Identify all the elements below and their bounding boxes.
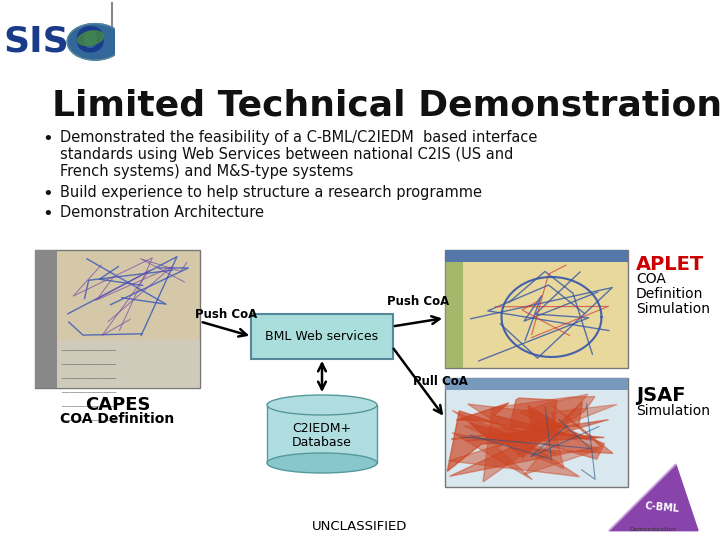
Ellipse shape	[78, 31, 104, 45]
Text: ─────────────: ─────────────	[61, 390, 116, 396]
Text: C-BML: C-BML	[644, 501, 680, 514]
Polygon shape	[451, 402, 582, 458]
Polygon shape	[469, 419, 605, 459]
Text: ─────────────: ─────────────	[61, 376, 116, 382]
Circle shape	[67, 24, 123, 60]
Text: •: •	[42, 185, 53, 203]
Text: APLET: APLET	[636, 255, 704, 274]
Text: C2IEDM+: C2IEDM+	[292, 422, 351, 435]
Text: •: •	[42, 130, 53, 148]
Polygon shape	[464, 404, 617, 469]
Text: COA Definition: COA Definition	[60, 412, 175, 426]
Text: ─────────────: ─────────────	[61, 418, 116, 424]
Text: Definition: Definition	[636, 287, 703, 301]
FancyBboxPatch shape	[267, 405, 377, 463]
FancyBboxPatch shape	[35, 250, 57, 388]
Text: Database: Database	[292, 435, 352, 449]
Text: •: •	[42, 205, 53, 223]
Text: SIS: SIS	[4, 25, 69, 59]
Text: ─────────────: ─────────────	[61, 348, 116, 354]
Text: Pull CoA: Pull CoA	[413, 375, 467, 388]
Text: JSAF: JSAF	[636, 386, 685, 405]
Text: COA: COA	[636, 272, 666, 286]
Text: ─────────────: ─────────────	[61, 362, 116, 368]
Polygon shape	[456, 403, 592, 440]
Polygon shape	[509, 398, 557, 429]
Text: Demonstration: Demonstration	[630, 527, 677, 532]
Ellipse shape	[267, 453, 377, 473]
Text: standards using Web Services between national C2IS (US and: standards using Web Services between nat…	[60, 147, 513, 162]
Text: Limited Technical Demonstration: Limited Technical Demonstration	[52, 88, 720, 122]
Text: Build experience to help structure a research programme: Build experience to help structure a res…	[60, 185, 482, 200]
Polygon shape	[609, 464, 698, 531]
Polygon shape	[452, 410, 557, 480]
Ellipse shape	[267, 395, 377, 415]
FancyBboxPatch shape	[251, 314, 393, 359]
Text: Simulation: Simulation	[636, 404, 710, 418]
Polygon shape	[466, 406, 608, 441]
Polygon shape	[449, 406, 613, 476]
FancyBboxPatch shape	[35, 250, 200, 388]
Text: French systems) and M&S-type systems: French systems) and M&S-type systems	[60, 164, 354, 179]
FancyBboxPatch shape	[57, 340, 200, 388]
FancyBboxPatch shape	[445, 378, 628, 390]
FancyBboxPatch shape	[445, 250, 628, 262]
Polygon shape	[520, 394, 599, 475]
Text: CAPES: CAPES	[85, 396, 150, 414]
Polygon shape	[483, 396, 595, 482]
Text: BML Web services: BML Web services	[266, 330, 379, 343]
Text: Simulation: Simulation	[636, 302, 710, 316]
Text: UNCLASSIFIED: UNCLASSIFIED	[312, 520, 408, 533]
FancyBboxPatch shape	[445, 378, 628, 487]
Polygon shape	[447, 411, 604, 471]
Text: Push CoA: Push CoA	[195, 308, 257, 321]
Text: Demonstrated the feasibility of a C-BML/C2IEDM  based interface: Demonstrated the feasibility of a C-BML/…	[60, 130, 537, 145]
FancyBboxPatch shape	[445, 262, 463, 368]
Text: O: O	[74, 25, 105, 59]
FancyBboxPatch shape	[445, 250, 628, 368]
Text: Demonstration Architecture: Demonstration Architecture	[60, 205, 264, 220]
Text: ─────────────: ─────────────	[61, 404, 116, 410]
Polygon shape	[449, 404, 580, 477]
Text: Push CoA: Push CoA	[387, 295, 449, 308]
